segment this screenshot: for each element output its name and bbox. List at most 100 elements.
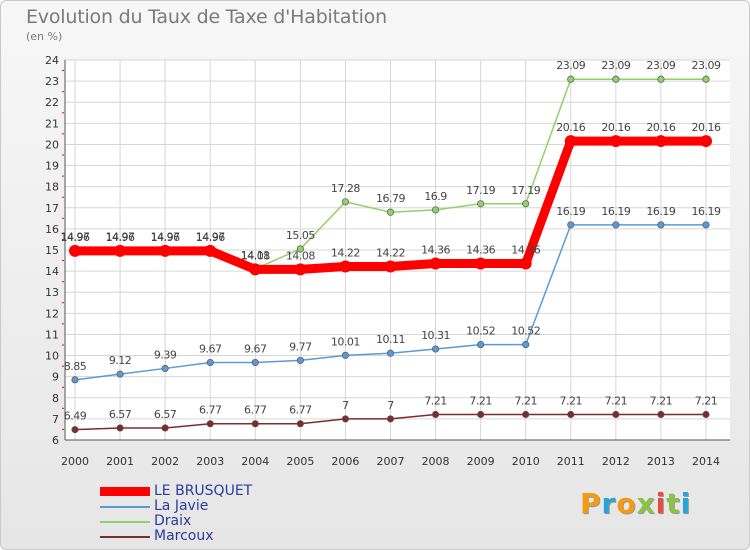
data-label: 16.79 xyxy=(376,192,405,205)
x-tick-label: 2009 xyxy=(467,455,495,468)
logo-letter: o xyxy=(616,487,637,520)
data-point xyxy=(612,221,620,229)
data-label: 14.36 xyxy=(421,244,450,257)
data-point xyxy=(71,426,79,434)
data-label: 9.77 xyxy=(289,340,312,353)
data-label: 10.52 xyxy=(511,325,540,338)
data-point xyxy=(609,135,622,148)
data-point xyxy=(114,244,127,257)
data-point xyxy=(341,415,349,423)
logo-letter: i xyxy=(655,487,667,520)
data-point xyxy=(522,341,530,349)
data-point xyxy=(654,135,667,148)
legend-swatch-la-javie xyxy=(100,506,150,508)
data-label: 23.09 xyxy=(646,59,675,72)
y-tick-label: 13 xyxy=(45,286,59,299)
data-label: 14.96 xyxy=(196,231,225,244)
data-point xyxy=(249,263,262,276)
data-label: 17.19 xyxy=(511,184,540,197)
legend-item-draix[interactable]: Draix xyxy=(100,513,340,529)
data-point xyxy=(432,345,440,353)
legend-label: Draix xyxy=(154,513,192,529)
data-label: 17.28 xyxy=(331,182,360,195)
data-label: 14.96 xyxy=(106,231,135,244)
legend-item-la-javie[interactable]: La Javie xyxy=(100,498,340,514)
data-label: 7.21 xyxy=(560,394,583,407)
data-label: 6.57 xyxy=(154,408,177,421)
data-label: 14.08 xyxy=(286,249,315,262)
data-point xyxy=(519,257,532,270)
data-label: 14.96 xyxy=(151,231,180,244)
data-label: 7.21 xyxy=(469,394,492,407)
data-label: 16.9 xyxy=(424,190,447,203)
x-tick-label: 2010 xyxy=(512,455,540,468)
y-tick-label: 20 xyxy=(45,138,59,151)
data-point xyxy=(206,358,214,367)
y-tick-label: 9 xyxy=(52,371,59,384)
y-tick-label: 19 xyxy=(45,160,59,173)
x-tick-label: 2013 xyxy=(647,455,675,468)
data-point xyxy=(386,415,395,423)
data-label: 20.16 xyxy=(692,121,721,134)
data-label: 20.16 xyxy=(556,121,585,134)
data-label: 6.57 xyxy=(109,408,132,421)
data-point xyxy=(341,351,349,359)
data-label: 14.97 xyxy=(106,231,135,244)
y-tick-label: 11 xyxy=(45,328,59,341)
data-point xyxy=(477,200,485,208)
data-point xyxy=(657,221,665,229)
data-point xyxy=(69,244,81,257)
data-label: 7.21 xyxy=(605,394,628,407)
legend-item-marcoux[interactable]: Marcoux xyxy=(100,528,340,544)
data-point xyxy=(161,424,169,432)
data-label: 14.97 xyxy=(196,231,225,244)
data-label: 6.77 xyxy=(289,404,312,417)
data-point xyxy=(702,75,710,83)
data-point xyxy=(432,410,440,419)
data-point xyxy=(384,260,397,273)
data-point xyxy=(612,75,620,83)
chart-title: Evolution du Taux de Taxe d'Habitation xyxy=(26,6,387,28)
y-tick-label: 22 xyxy=(45,96,59,109)
data-point xyxy=(474,257,487,270)
legend-swatch-marcoux xyxy=(100,536,150,538)
data-label: 14.08 xyxy=(241,249,270,262)
logo-letter: x xyxy=(636,487,656,520)
y-tick-label: 7 xyxy=(52,413,59,426)
data-label: 7.21 xyxy=(695,394,718,407)
data-label: 10.31 xyxy=(421,329,450,342)
data-point xyxy=(702,221,710,229)
y-tick-label: 8 xyxy=(52,392,59,405)
data-point xyxy=(567,221,575,229)
data-label: 14.97 xyxy=(151,231,180,244)
data-point xyxy=(251,358,259,367)
y-tick-label: 16 xyxy=(45,223,59,236)
data-label: 14.96 xyxy=(61,231,90,244)
data-label: 7 xyxy=(342,399,349,412)
data-label: 6.77 xyxy=(244,404,267,417)
y-tick-label: 14 xyxy=(45,265,59,278)
x-tick-label: 2005 xyxy=(286,455,314,468)
logo-letter: r xyxy=(601,487,617,520)
data-label: 16.19 xyxy=(646,205,675,218)
data-label: 23.09 xyxy=(692,59,721,72)
data-point xyxy=(251,420,259,428)
data-point xyxy=(702,410,710,419)
data-point xyxy=(71,376,79,384)
data-point xyxy=(522,410,530,419)
data-point xyxy=(206,420,214,428)
data-label: 10.11 xyxy=(376,333,405,346)
legend: LE BRUSQUET La Javie Draix Marcoux xyxy=(100,483,340,544)
data-point xyxy=(294,263,307,276)
x-tick-label: 2002 xyxy=(151,455,179,468)
data-label: 14.36 xyxy=(511,244,540,257)
data-point xyxy=(429,257,442,270)
data-point xyxy=(700,135,712,148)
x-tick-label: 2006 xyxy=(331,455,359,468)
data-label: 23.09 xyxy=(601,59,630,72)
data-label: 6.77 xyxy=(199,404,222,417)
data-label: 7.21 xyxy=(650,394,673,407)
legend-item-le-brusquet[interactable]: LE BRUSQUET xyxy=(100,483,340,499)
x-tick-label: 2004 xyxy=(241,455,269,468)
data-label: 20.16 xyxy=(646,121,675,134)
